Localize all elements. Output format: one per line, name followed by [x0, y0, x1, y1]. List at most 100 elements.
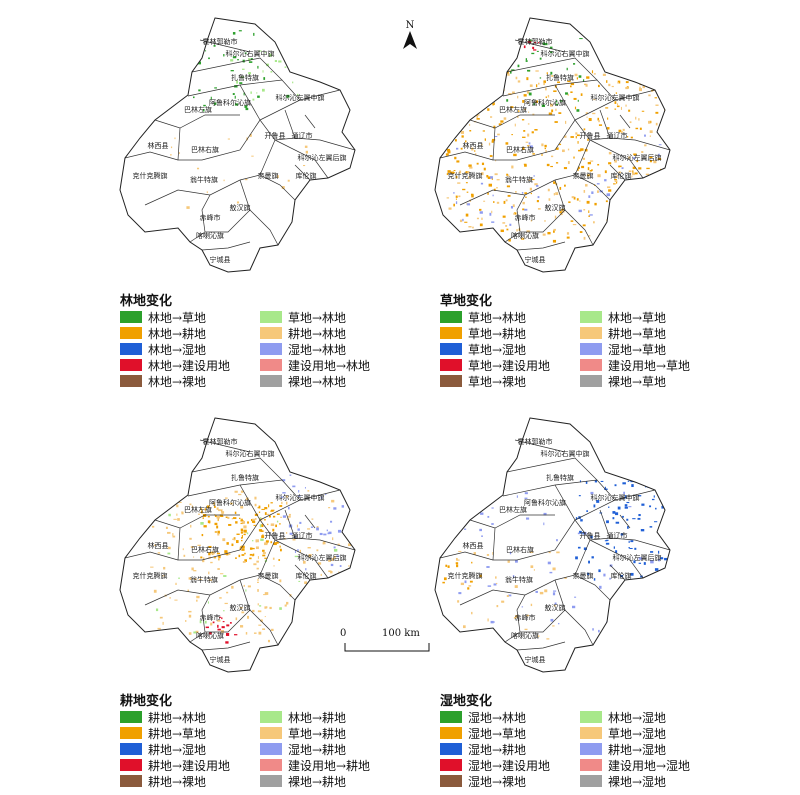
county-border	[492, 119, 576, 161]
county-border	[239, 179, 279, 246]
legend-item: 林地→湿地	[120, 342, 207, 357]
legend-item: 草地→裸地	[440, 374, 526, 389]
legend-swatch	[440, 727, 462, 739]
legend-item: 耕地→湿地	[580, 742, 666, 757]
legend-item: 湿地→草地	[580, 342, 666, 357]
county-border	[502, 79, 616, 101]
region-label: 科尔沁左翼后旗	[298, 153, 347, 162]
county-border	[304, 114, 316, 129]
legend-label: 耕地→草地	[608, 326, 667, 341]
region-label: 科尔沁右翼中旗	[226, 49, 275, 58]
region-label: 巴林右旗	[506, 145, 534, 154]
legend-label: 湿地→裸地	[468, 774, 527, 789]
legend-item: 草地→林地	[260, 310, 347, 325]
legend-swatch	[120, 359, 142, 371]
county-border	[459, 139, 591, 206]
legend-item: 建设用地→湿地	[580, 758, 691, 773]
region-label: 科尔沁左翼中旗	[276, 493, 325, 502]
legend-swatch	[260, 343, 282, 355]
legend-swatch	[260, 727, 282, 739]
legend-label: 林地→湿地	[148, 342, 207, 357]
legend-item: 裸地→湿地	[580, 774, 666, 789]
county-border	[619, 514, 631, 529]
legend-label: 建设用地→湿地	[608, 758, 691, 773]
legend-label: 湿地→耕地	[288, 742, 347, 757]
legend-swatch	[440, 375, 462, 387]
county-border	[609, 564, 626, 581]
legend-label: 林地→耕地	[148, 326, 207, 341]
county-border	[619, 114, 631, 129]
county-border	[469, 114, 555, 129]
legend-swatch	[440, 775, 462, 787]
region-label: 喀喇沁旗	[196, 631, 224, 640]
legend-label: 裸地→草地	[608, 374, 667, 389]
region-label: 巴林右旗	[191, 145, 219, 154]
county-border	[124, 551, 179, 561]
region-label: 科尔沁右翼中旗	[541, 49, 590, 58]
region-label: 科尔沁右翼中旗	[541, 449, 590, 458]
legend-label: 草地→耕地	[288, 726, 347, 741]
county-border	[554, 484, 576, 521]
region-label: 科尔沁左翼中旗	[591, 493, 640, 502]
legend-item: 耕地→草地	[580, 326, 667, 341]
legend-label: 草地→湿地	[608, 726, 667, 741]
region-label: 扎鲁特旗	[546, 73, 574, 82]
legend-item: 耕地→建设用地	[120, 758, 230, 773]
legend-swatch	[260, 375, 282, 387]
legend-item: 耕地→湿地	[120, 742, 206, 757]
region-label: 翁牛特旗	[505, 175, 533, 184]
county-border	[609, 164, 626, 181]
legend-title: 林地变化	[120, 294, 173, 309]
legend-item: 湿地→建设用地	[440, 758, 551, 773]
region-label: 宁城县	[525, 655, 546, 664]
county-border	[574, 89, 656, 121]
legend-label: 耕地→林地	[148, 710, 207, 725]
legend-swatch	[120, 775, 142, 787]
county-border	[144, 139, 276, 206]
legend-label: 湿地→建设用地	[468, 758, 551, 773]
legend-item: 耕地→裸地	[120, 774, 206, 789]
county-border	[506, 457, 598, 481]
legend-label: 耕地→林地	[288, 326, 347, 341]
region-label: 霍林郭勒市	[203, 437, 238, 446]
region-label: 通辽市	[292, 531, 313, 540]
legend-item: 裸地→林地	[260, 374, 346, 389]
region-label: 敖汉旗	[230, 203, 251, 212]
county-border	[599, 109, 671, 151]
county-border	[589, 539, 644, 579]
county-border	[439, 551, 494, 561]
legend-label: 林地→湿地	[608, 710, 667, 725]
region-label: 奈曼旗	[573, 171, 594, 180]
legend-swatch	[440, 743, 462, 755]
county-border	[187, 79, 301, 101]
legend-label: 草地→湿地	[468, 342, 527, 357]
region-label: 翁牛特旗	[190, 575, 218, 584]
region-label: 克什克腾旗	[133, 171, 168, 180]
region-outline	[120, 18, 355, 272]
legend-swatch	[260, 311, 282, 323]
region-label: 翁牛特旗	[505, 575, 533, 584]
region-label: 宁城县	[210, 655, 231, 664]
legend-label: 草地→林地	[288, 310, 347, 325]
county-border	[574, 489, 656, 521]
legend-item: 草地→湿地	[440, 342, 527, 357]
region-label: 库伦旗	[296, 571, 317, 580]
region-outline	[435, 18, 670, 272]
county-border	[201, 641, 251, 651]
legend-item: 裸地→耕地	[260, 774, 346, 789]
region-label: 扎鲁特旗	[546, 473, 574, 482]
region-label: 霍林郭勒市	[518, 37, 553, 46]
legend-label: 林地→草地	[148, 310, 207, 325]
county-border	[589, 139, 644, 179]
legend-swatch	[580, 727, 602, 739]
county-border	[294, 564, 311, 581]
county-border	[239, 84, 261, 121]
scale-distance: 100 km	[382, 628, 420, 639]
legend-item: 湿地→耕地	[260, 742, 347, 757]
legend-title: 草地变化	[440, 294, 493, 309]
legend-item: 耕地→林地	[120, 710, 207, 725]
region-label: 开鲁县	[580, 531, 601, 540]
region-label: 科尔沁左翼后旗	[298, 553, 347, 562]
region-label: 克什克腾旗	[133, 571, 168, 580]
